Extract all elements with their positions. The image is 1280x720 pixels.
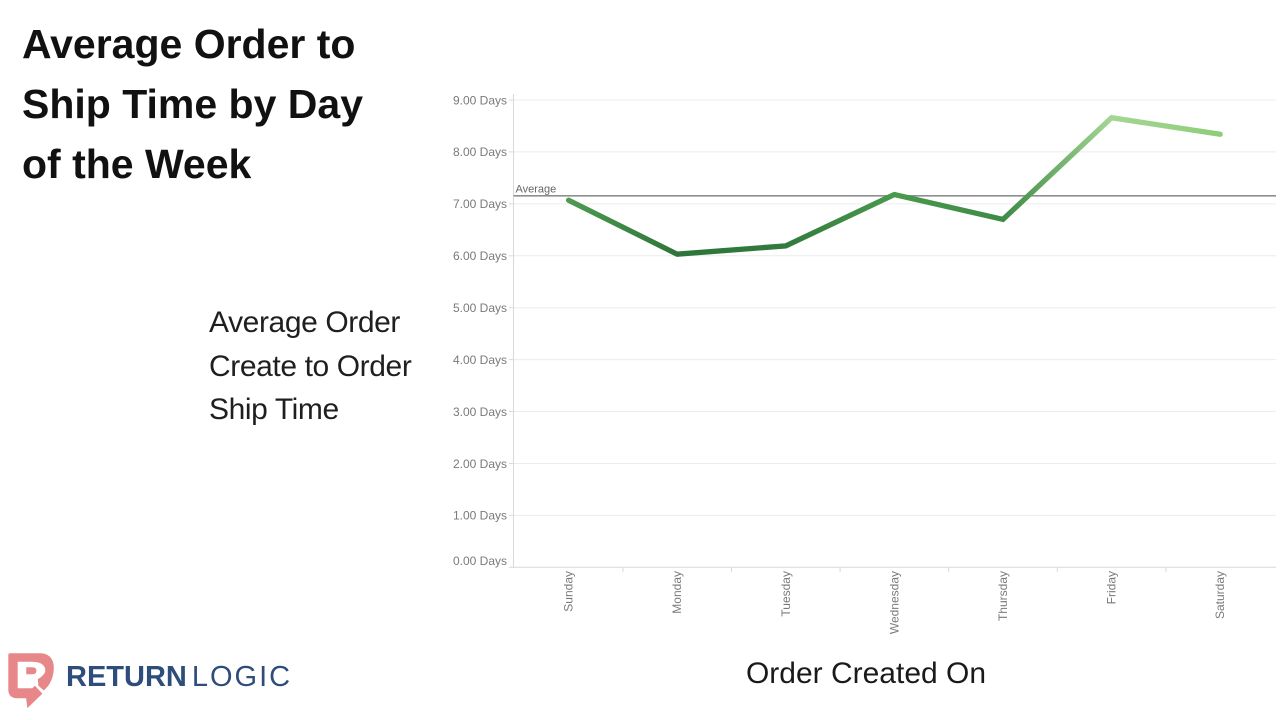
svg-text:Average: Average [516,184,557,196]
svg-text:1.00 Days: 1.00 Days [453,509,507,523]
svg-text:4.00 Days: 4.00 Days [453,353,507,367]
svg-text:Thursday: Thursday [996,571,1010,621]
svg-text:2.00 Days: 2.00 Days [453,457,507,471]
svg-text:Monday: Monday [670,571,684,614]
svg-text:7.00 Days: 7.00 Days [453,197,507,211]
svg-text:Sunday: Sunday [562,571,576,612]
svg-text:Friday: Friday [1105,571,1119,604]
svg-text:0.00 Days: 0.00 Days [453,554,507,568]
svg-text:Wednesday: Wednesday [887,571,901,634]
svg-text:Tuesday: Tuesday [779,571,793,617]
svg-text:9.00 Days: 9.00 Days [453,93,507,107]
svg-text:5.00 Days: 5.00 Days [453,301,507,315]
svg-text:6.00 Days: 6.00 Days [453,249,507,263]
svg-text:Saturday: Saturday [1213,571,1227,619]
svg-text:8.00 Days: 8.00 Days [453,145,507,159]
svg-text:3.00 Days: 3.00 Days [453,405,507,419]
